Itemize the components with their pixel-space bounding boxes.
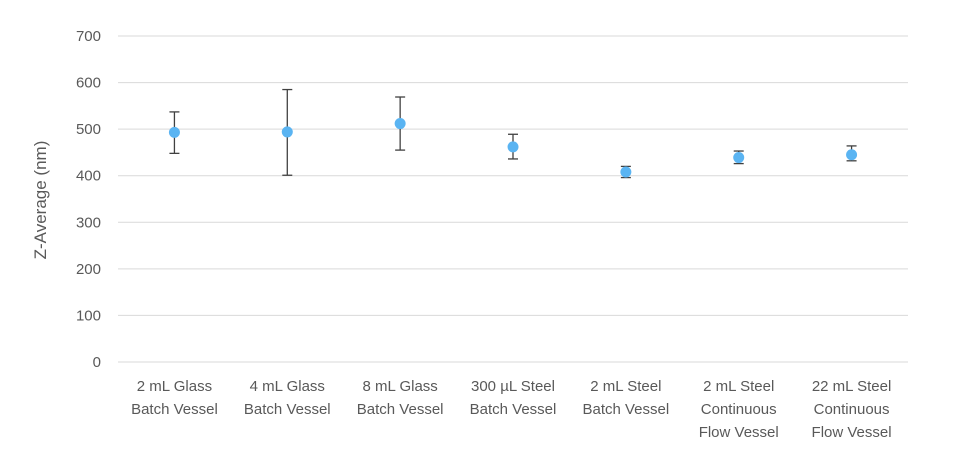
x-category-label-line: 2 mL Steel: [590, 378, 661, 395]
y-tick-label: 100: [76, 307, 101, 324]
gridlines: [118, 35, 908, 363]
data-points: [168, 118, 858, 178]
y-tick-label: 500: [76, 121, 101, 138]
y-axis-tick-labels: 0 100 200 300 400 500 600 700: [76, 28, 101, 371]
y-tick-label: 700: [76, 28, 101, 45]
y-axis-title: Z-Average (nm): [31, 141, 50, 260]
x-category-label: 2 mL Glass Batch Vessel: [131, 378, 218, 418]
x-category-label: 300 µL Steel Batch Vessel: [470, 378, 557, 418]
data-point: [168, 126, 180, 138]
x-category-label-line: Continuous: [814, 401, 890, 418]
data-point: [281, 126, 293, 138]
y-tick-label: 300: [76, 214, 101, 231]
x-category-label: 2 mL Steel Batch Vessel: [582, 378, 669, 418]
error-bars: [169, 88, 857, 179]
x-category-label-line: 300 µL Steel: [471, 378, 555, 395]
x-category-label-line: Batch Vessel: [357, 401, 444, 418]
x-category-label: 8 mL Glass Batch Vessel: [357, 378, 444, 418]
x-category-label-line: Batch Vessel: [470, 401, 557, 418]
x-category-label: 4 mL Glass Batch Vessel: [244, 378, 331, 418]
y-tick-label: 600: [76, 75, 101, 92]
x-category-label-line: 22 mL Steel: [812, 378, 892, 395]
x-category-label-line: Batch Vessel: [582, 401, 669, 418]
x-category-label-line: Batch Vessel: [244, 401, 331, 418]
data-point: [394, 118, 406, 130]
x-category-label-line: Flow Vessel: [812, 424, 892, 441]
y-tick-label: 0: [93, 354, 101, 371]
x-category-label: 2 mL Steel Continuous Flow Vessel: [699, 378, 779, 441]
x-axis-category-labels: 2 mL Glass Batch Vessel 4 mL Glass Batch Ve…: [131, 378, 892, 441]
data-point: [620, 166, 632, 178]
x-category-label: 22 mL Steel Continuous Flow Vessel: [812, 378, 892, 441]
data-point: [846, 149, 858, 161]
data-point: [733, 152, 745, 164]
x-category-label-line: 4 mL Glass: [250, 378, 325, 395]
x-category-label-line: Flow Vessel: [699, 424, 779, 441]
x-category-label-line: 8 mL Glass: [362, 378, 437, 395]
x-category-label-line: 2 mL Glass: [137, 378, 212, 395]
y-tick-label: 200: [76, 261, 101, 278]
y-tick-label: 400: [76, 168, 101, 185]
data-point: [507, 141, 519, 153]
x-category-label-line: Continuous: [701, 401, 777, 418]
x-category-label-line: 2 mL Steel: [703, 378, 774, 395]
x-category-label-line: Batch Vessel: [131, 401, 218, 418]
